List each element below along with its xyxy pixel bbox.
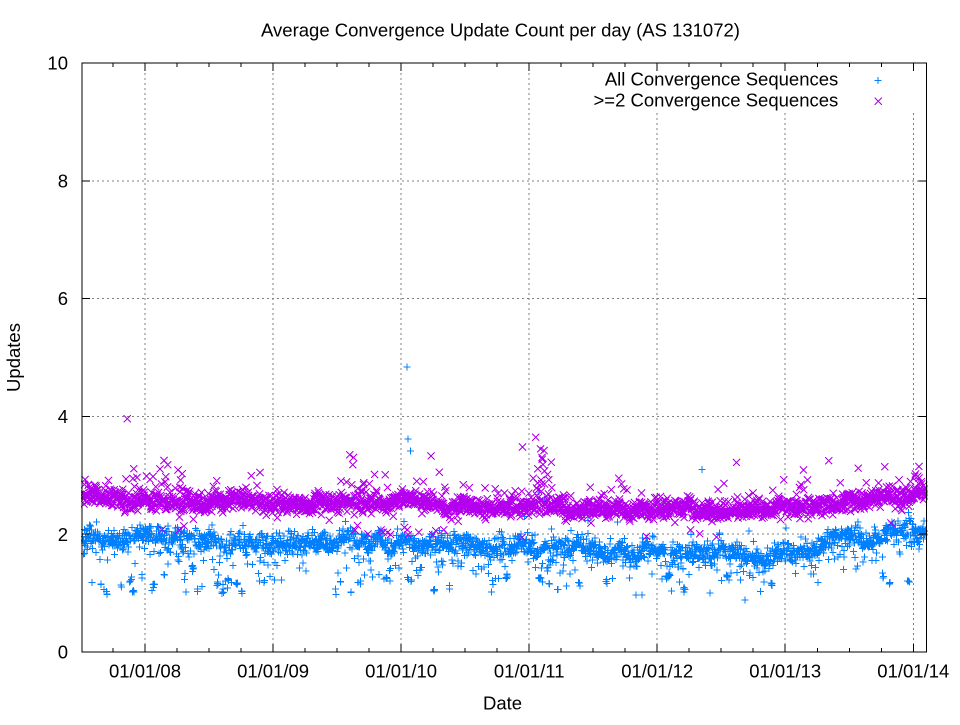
svg-text:10: 10 <box>47 53 68 74</box>
svg-text:01/01/13: 01/01/13 <box>749 661 821 682</box>
svg-text:0: 0 <box>58 642 68 663</box>
svg-text:01/01/12: 01/01/12 <box>621 661 693 682</box>
svg-text:2: 2 <box>58 524 68 545</box>
svg-text:01/01/09: 01/01/09 <box>237 661 309 682</box>
svg-text:Average Convergence Update Cou: Average Convergence Update Count per day… <box>261 20 740 41</box>
svg-text:All Convergence Sequences: All Convergence Sequences <box>605 69 838 90</box>
svg-text:01/01/08: 01/01/08 <box>109 661 181 682</box>
svg-text:4: 4 <box>58 406 68 427</box>
svg-text:Updates: Updates <box>3 323 24 392</box>
svg-text:01/01/11: 01/01/11 <box>494 661 565 682</box>
svg-text:6: 6 <box>58 288 68 309</box>
svg-text:>=2 Convergence Sequences: >=2 Convergence Sequences <box>594 90 839 111</box>
svg-text:01/01/10: 01/01/10 <box>365 661 437 682</box>
svg-text:01/01/14: 01/01/14 <box>877 661 949 682</box>
svg-text:Date: Date <box>483 693 522 714</box>
svg-text:8: 8 <box>58 170 68 191</box>
